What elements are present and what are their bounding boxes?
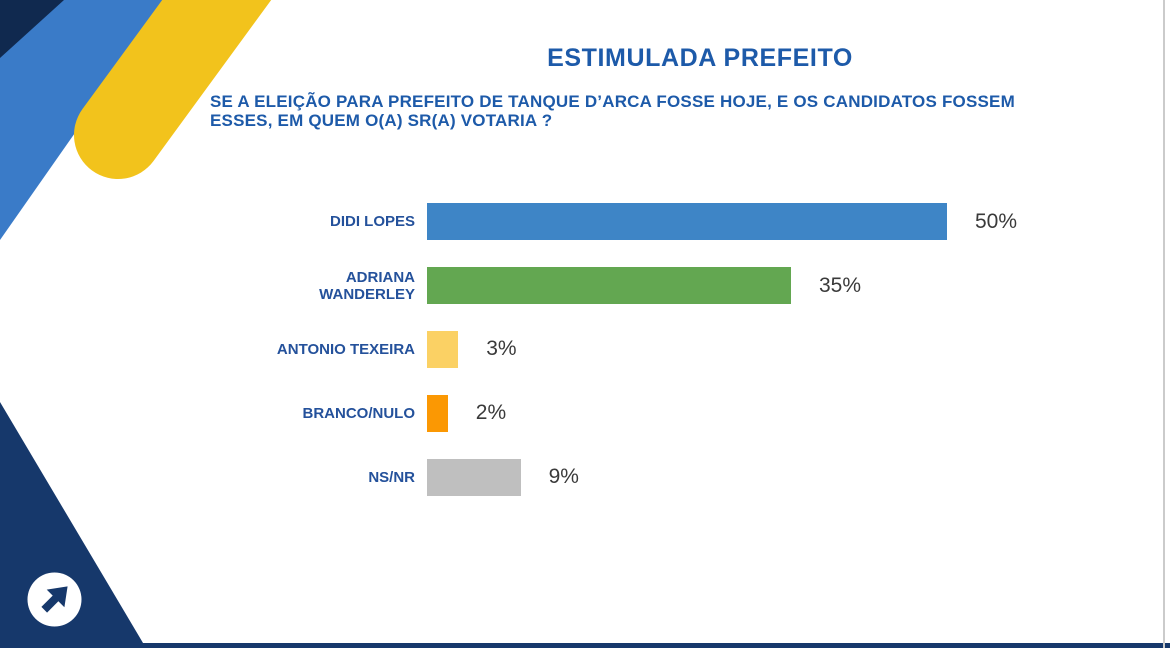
top-left-decoration [0,0,272,240]
survey-question: SE A ELEIÇÃO PARA PREFEITO DE TANQUE D’A… [210,92,1140,130]
category-label: DIDI LOPES [329,213,415,231]
value-label: 9% [548,465,579,489]
category-label: ADRIANA WANDERLEY [319,268,415,303]
category-label: ANTONIO TEXEIRA [276,340,415,358]
bar [427,458,521,496]
bar-chart: DIDI LOPES 50% ADRIANA WANDERLEY 35% ANTONIO… [255,190,1160,509]
question-line-2: ESSES, EM QUEM O(A) SR(A) VOTARIA ? [210,111,553,130]
bar [427,267,791,305]
navy-corner-shape [0,0,64,58]
bar-row: BRANCO/NULO 2% [255,381,1160,445]
bar-row: NS/NR 9% [255,445,1160,509]
question-line-1: SE A ELEIÇÃO PARA PREFEITO DE TANQUE D’A… [210,92,1015,111]
yellow-stripe-shape [74,0,272,179]
bottom-edge-strip [0,643,1170,648]
slide-right-edge [1163,0,1165,648]
bar [427,394,448,432]
value-label: 35% [819,273,862,297]
category-label: NS/NR [368,468,415,486]
value-label: 50% [975,209,1018,233]
bar-row: DIDI LOPES 50% [255,190,1160,254]
arrow-glyph [41,586,68,613]
up-right-arrow-icon[interactable] [27,572,82,627]
value-label: 3% [486,337,517,361]
bar [427,330,459,368]
bar [427,203,947,241]
page-title: ESTIMULADA PREFEITO [547,44,853,72]
bar-row: ANTONIO TEXEIRA 3% [255,318,1160,382]
category-label: BRANCO/NULO [302,404,416,422]
value-label: 2% [475,401,507,425]
bar-row: ADRIANA WANDERLEY 35% [255,254,1160,318]
